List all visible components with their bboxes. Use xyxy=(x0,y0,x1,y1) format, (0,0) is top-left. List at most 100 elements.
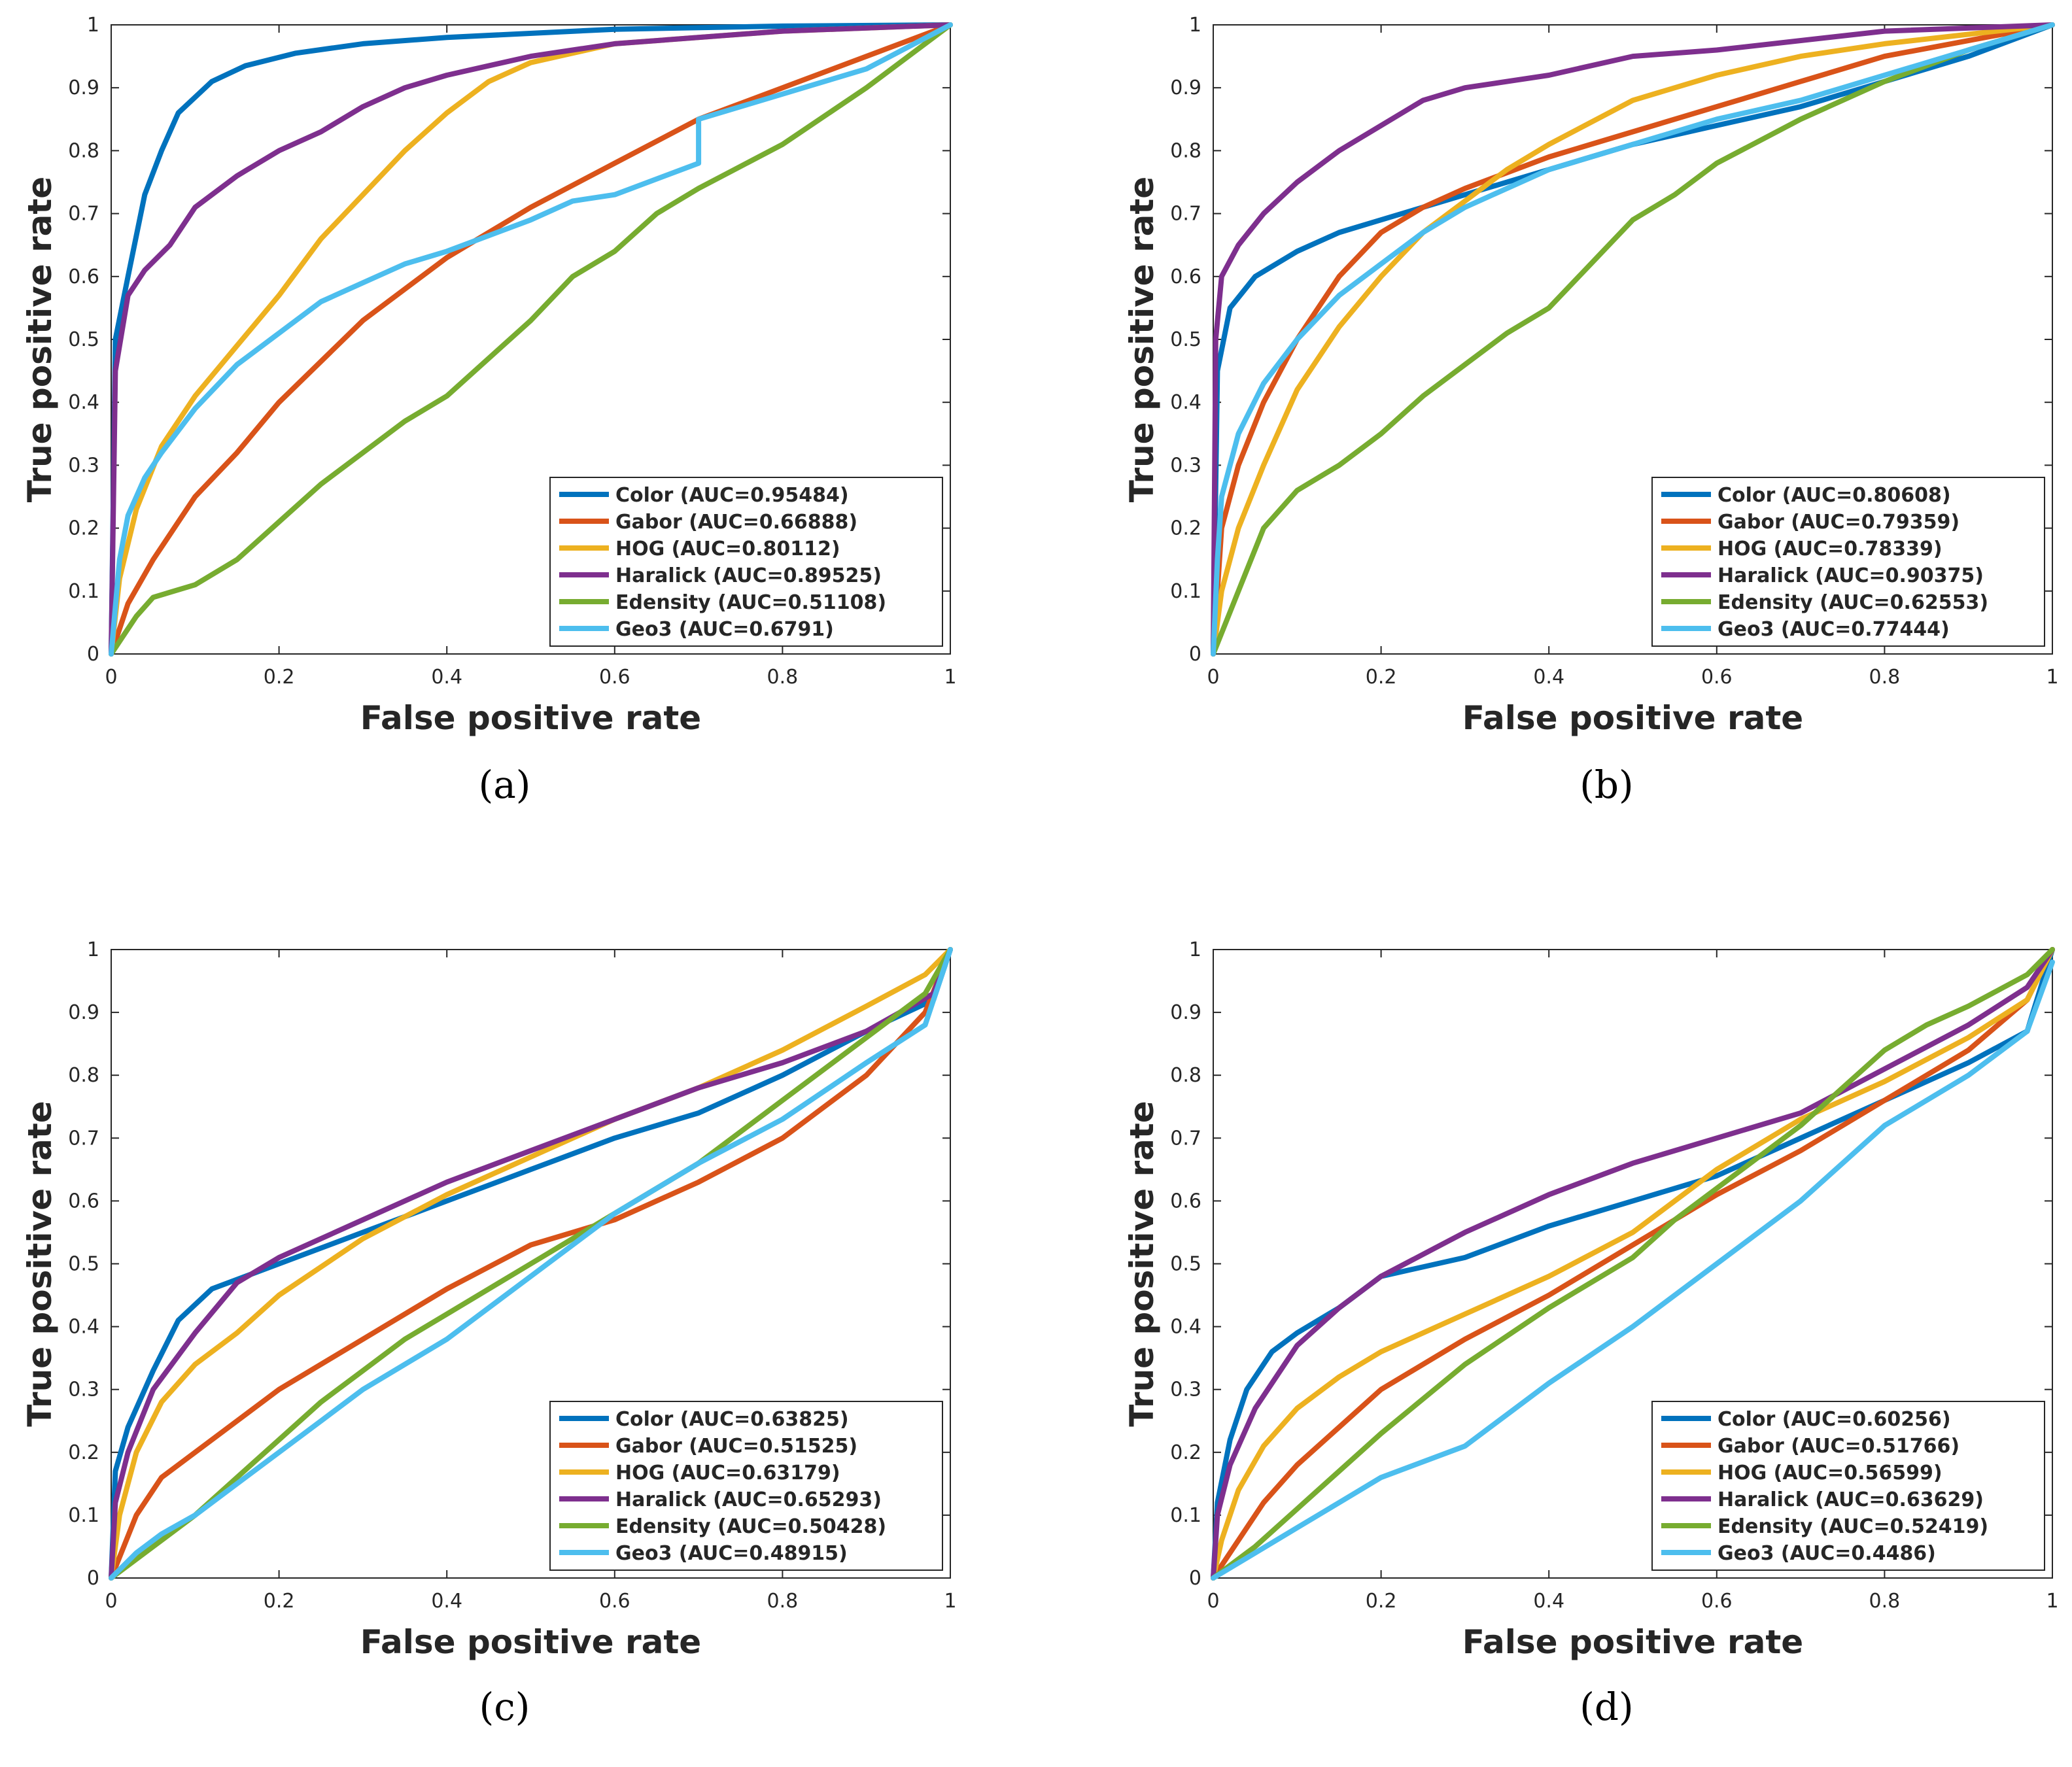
x-tick-label: 0.6 xyxy=(599,666,630,689)
roc-line-hog xyxy=(1211,947,2055,1581)
roc-line-hog xyxy=(109,947,953,1581)
x-axis-label: False positive rate xyxy=(360,699,701,737)
y-tick-label: 1 xyxy=(1189,14,1201,37)
y-tick-label: 1 xyxy=(87,14,99,37)
y-tick-label: 0.7 xyxy=(68,1127,99,1150)
legend-entry-edensity: Edensity (AUC=0.62553) xyxy=(1718,591,1988,614)
y-tick-label: 0.9 xyxy=(1170,77,1201,99)
roc-line-hog xyxy=(1211,22,2055,657)
y-tick-label: 0.3 xyxy=(1170,454,1201,477)
legend-entry-haralick: Haralick (AUC=0.90375) xyxy=(1718,564,1984,587)
y-tick-label: 0.7 xyxy=(68,203,99,226)
legend-entry-haralick: Haralick (AUC=0.89525) xyxy=(615,564,882,587)
legend: Color (AUC=0.60256) Gabor (AUC=0.51766) HO… xyxy=(1651,1401,2045,1571)
y-tick-label: 0.7 xyxy=(1170,1127,1201,1150)
y-tick-label: 0.6 xyxy=(68,266,99,288)
legend-entry-hog: HOG (AUC=0.78339) xyxy=(1718,538,1943,560)
y-tick-label: 0.4 xyxy=(68,1316,99,1339)
roc-panel-c: 0 0.2 0.4 0.6 0.8 1 0 0.1 0.2 0.3 0.4 0.5 0.6 0.7 0.8 0… xyxy=(21,938,957,1729)
panel-label: (d) xyxy=(1580,1685,1633,1729)
legend-entry-hog: HOG (AUC=0.63179) xyxy=(615,1462,840,1484)
x-tick-label: 0 xyxy=(105,1590,117,1613)
y-tick-label: 0 xyxy=(1189,1567,1201,1590)
legend-entry-haralick: Haralick (AUC=0.63629) xyxy=(1718,1488,1984,1511)
roc-line-gabor xyxy=(109,22,953,657)
panel-label: (b) xyxy=(1580,763,1633,807)
x-tick-label: 0.8 xyxy=(767,666,799,689)
y-tick-label: 0.2 xyxy=(1170,517,1201,540)
legend-entry-hog: HOG (AUC=0.80112) xyxy=(615,538,840,560)
legend-entry-gabor: Gabor (AUC=0.66888) xyxy=(615,511,857,534)
y-tick-label: 0.1 xyxy=(1170,580,1201,603)
y-tick-label: 1 xyxy=(1189,938,1201,961)
y-tick-label: 0.3 xyxy=(1170,1379,1201,1401)
legend-entry-haralick: Haralick (AUC=0.65293) xyxy=(615,1488,882,1511)
legend-entry-geo3: Geo3 (AUC=0.4486) xyxy=(1718,1542,1936,1565)
x-tick-label: 0.6 xyxy=(1701,666,1733,689)
x-tick-label: 0.2 xyxy=(1366,1590,1397,1613)
x-axis-label: False positive rate xyxy=(1462,699,1803,737)
y-tick-label: 0.8 xyxy=(68,139,99,162)
legend-box xyxy=(1651,477,2045,647)
legend-box xyxy=(549,477,943,647)
x-tick-label: 0 xyxy=(1207,1590,1219,1613)
x-tick-label: 0.2 xyxy=(264,1590,295,1613)
y-tick-label: 0.5 xyxy=(68,328,99,351)
y-tick-label: 0.4 xyxy=(68,391,99,414)
legend: Color (AUC=0.80608) Gabor (AUC=0.79359) HO… xyxy=(1651,477,2045,647)
roc-line-haralick xyxy=(109,947,953,1581)
legend-entry-gabor: Gabor (AUC=0.79359) xyxy=(1718,511,1960,534)
y-tick-label: 0.4 xyxy=(1170,1316,1201,1339)
x-tick-label: 0 xyxy=(1207,666,1219,689)
y-tick-label: 0.8 xyxy=(1170,139,1201,162)
y-axis-label: True positive rate xyxy=(21,177,59,502)
roc-line-gabor xyxy=(1211,22,2055,657)
panel-label: (a) xyxy=(479,763,531,807)
x-tick-label: 0.4 xyxy=(431,1590,462,1613)
y-tick-label: 0.5 xyxy=(1170,328,1201,351)
legend: Color (AUC=0.95484) Gabor (AUC=0.66888) HO… xyxy=(549,477,943,647)
y-tick-label: 0.2 xyxy=(68,1441,99,1464)
y-tick-label: 0.1 xyxy=(1170,1504,1201,1527)
roc-line-edensity xyxy=(1211,947,2055,1581)
y-tick-label: 0.5 xyxy=(68,1253,99,1276)
x-axis-label: False positive rate xyxy=(360,1623,701,1661)
x-tick-label: 0.6 xyxy=(1701,1590,1733,1613)
legend-entry-edensity: Edensity (AUC=0.50428) xyxy=(615,1515,886,1538)
roc-line-geo3 xyxy=(1211,959,2055,1581)
legend-entry-edensity: Edensity (AUC=0.51108) xyxy=(615,591,886,614)
x-tick-label: 0.8 xyxy=(1869,666,1901,689)
y-tick-label: 0 xyxy=(87,643,99,666)
y-tick-label: 0.9 xyxy=(68,77,99,99)
y-tick-label: 0.4 xyxy=(1170,391,1201,414)
y-tick-label: 0.2 xyxy=(1170,1441,1201,1464)
x-tick-label: 0.2 xyxy=(1366,666,1397,689)
x-tick-label: 0.8 xyxy=(1869,1590,1901,1613)
legend-entry-edensity: Edensity (AUC=0.52419) xyxy=(1718,1515,1988,1538)
legend-entry-gabor: Gabor (AUC=0.51766) xyxy=(1718,1435,1960,1458)
y-tick-label: 0.5 xyxy=(1170,1253,1201,1276)
legend-entry-geo3: Geo3 (AUC=0.6791) xyxy=(615,618,834,641)
x-tick-label: 0.4 xyxy=(431,666,462,689)
y-tick-label: 0.9 xyxy=(1170,1001,1201,1024)
roc-line-haralick xyxy=(1211,22,2055,657)
y-tick-label: 0 xyxy=(1189,643,1201,666)
x-tick-label: 1 xyxy=(2046,666,2058,689)
y-tick-label: 0.6 xyxy=(68,1190,99,1212)
x-tick-label: 0.6 xyxy=(599,1590,630,1613)
roc-line-haralick xyxy=(109,22,953,657)
x-tick-label: 1 xyxy=(2046,1590,2058,1613)
y-tick-label: 0.3 xyxy=(68,454,99,477)
roc-line-geo3 xyxy=(109,22,953,657)
y-axis-label: True positive rate xyxy=(21,1101,59,1426)
roc-line-color xyxy=(1211,22,2055,657)
x-tick-label: 1 xyxy=(944,1590,956,1613)
roc-panel-a: 0 0.2 0.4 0.6 0.8 1 0 0.1 0.2 0.3 0.4 0.5 0.6 0.7 0.8 0… xyxy=(21,14,957,807)
x-tick-label: 0.2 xyxy=(264,666,295,689)
legend-entry-color: Color (AUC=0.95484) xyxy=(615,484,849,507)
panel-label: (c) xyxy=(479,1685,530,1729)
legend-entry-color: Color (AUC=0.80608) xyxy=(1718,484,1951,507)
roc-line-edensity xyxy=(109,947,953,1581)
y-axis-label: True positive rate xyxy=(1123,177,1161,502)
y-tick-label: 0.6 xyxy=(1170,266,1201,288)
